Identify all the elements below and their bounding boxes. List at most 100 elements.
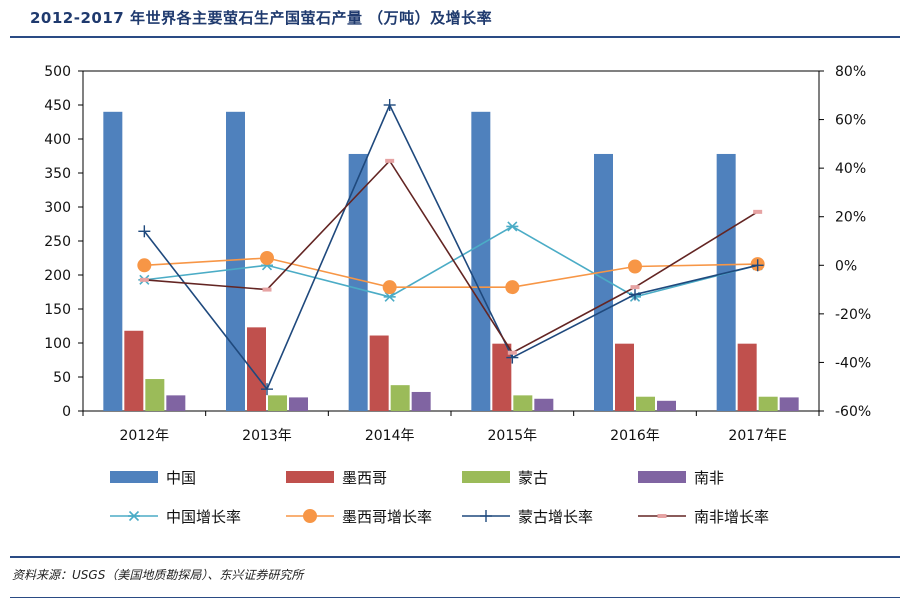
- legend-label: 中国: [166, 469, 196, 487]
- marker: [383, 99, 396, 111]
- right-tick-label: 80%: [835, 64, 866, 80]
- footer-divider: [10, 556, 900, 558]
- series-line: [144, 225, 758, 298]
- bar: [716, 153, 736, 411]
- series-line: [143, 103, 758, 391]
- legend-label: 南非增长率: [694, 508, 769, 526]
- legend-swatch: [286, 471, 334, 483]
- marker: [303, 509, 317, 523]
- category-label: 2014年: [365, 428, 415, 444]
- legend-swatch: [638, 471, 686, 483]
- marker: [506, 221, 519, 232]
- left-tick-label: 400: [44, 132, 71, 148]
- category-label: 2013年: [242, 428, 292, 444]
- bar: [103, 111, 123, 412]
- bar: [348, 153, 368, 411]
- left-tick-label: 200: [44, 268, 71, 284]
- left-tick-label: 500: [44, 64, 71, 80]
- series-line: [144, 257, 758, 288]
- right-tick-label: 60%: [835, 113, 866, 129]
- series-line: [144, 159, 759, 354]
- marker: [657, 514, 667, 518]
- bar: [636, 396, 655, 411]
- bar: [289, 397, 308, 411]
- bar: [268, 395, 287, 411]
- title-divider: [10, 36, 900, 38]
- bar: [369, 335, 389, 411]
- right-tick-label: -40%: [835, 355, 871, 371]
- bar: [737, 343, 757, 411]
- marker: [751, 259, 764, 272]
- bar: [226, 111, 245, 412]
- bar: [166, 395, 186, 411]
- bar: [657, 400, 676, 411]
- marker: [480, 510, 492, 522]
- right-tick-label: 0%: [835, 258, 857, 274]
- category-label: 2017年E: [728, 428, 786, 444]
- bar: [411, 391, 431, 411]
- bar: [390, 385, 410, 411]
- chart: 0 50 100 150 200 250 300 350 400 450 500 -60% -40% -2…: [44, 64, 871, 526]
- plot-frame: [82, 70, 820, 412]
- category-label: 2015年: [488, 428, 538, 444]
- bar: [513, 395, 533, 411]
- bar: [471, 111, 491, 412]
- axes-layer: 0 50 100 150 200 250 300 350 400 450 500 -60% -40% -2…: [44, 64, 871, 444]
- marker: [138, 225, 151, 238]
- right-tick-label: -60%: [835, 404, 871, 420]
- marker: [260, 251, 274, 265]
- right-tick-label: 40%: [835, 161, 866, 177]
- marker: [507, 350, 517, 355]
- legend-label: 南非: [694, 469, 724, 487]
- bars-layer: [103, 111, 799, 412]
- bar: [758, 396, 778, 411]
- marker: [383, 291, 396, 302]
- marker: [128, 510, 140, 522]
- marker: [385, 158, 395, 163]
- category-label: 2016年: [610, 428, 660, 444]
- category-label: 2012年: [120, 428, 170, 444]
- end-divider: [10, 597, 900, 598]
- left-tick-label: 450: [44, 98, 71, 114]
- marker: [629, 288, 641, 301]
- bar: [145, 379, 165, 411]
- legend-swatch: [110, 471, 158, 483]
- bar: [492, 343, 512, 411]
- legend-label: 墨西哥增长率: [342, 508, 432, 526]
- legend-label: 蒙古增长率: [518, 508, 593, 526]
- lines-layer: [137, 99, 765, 396]
- legend-label: 中国增长率: [166, 508, 241, 526]
- bar: [534, 398, 554, 411]
- left-tick-label: 0: [62, 404, 71, 420]
- marker: [628, 259, 642, 274]
- marker: [630, 285, 640, 290]
- marker: [139, 277, 149, 282]
- left-tick-label: 100: [44, 336, 71, 352]
- left-tick-label: 150: [44, 302, 71, 318]
- right-tick-label: -20%: [835, 307, 871, 323]
- marker-stroke: [384, 291, 395, 302]
- chart-title: 2012-2017 年世界各主要萤石生产国萤石产量 （万吨）及增长率: [30, 9, 493, 27]
- bar: [779, 397, 799, 411]
- marker: [753, 209, 763, 214]
- bar: [124, 330, 144, 411]
- marker: [137, 258, 152, 273]
- marker: [382, 280, 397, 295]
- left-tick-label: 350: [44, 166, 71, 182]
- bar: [615, 343, 634, 411]
- left-tick-label: 300: [44, 200, 71, 216]
- bar: [247, 327, 266, 411]
- marker: [505, 280, 520, 295]
- marker: [261, 383, 273, 396]
- legend-label: 蒙古: [518, 469, 548, 487]
- marker-stroke: [507, 221, 518, 232]
- left-tick-label: 50: [53, 370, 71, 386]
- left-tick-label: 250: [44, 234, 71, 250]
- right-tick-label: 20%: [835, 210, 866, 226]
- marker-stroke: [128, 510, 140, 522]
- marker: [262, 287, 272, 292]
- legend-label: 墨西哥: [342, 469, 387, 487]
- legend-swatch: [462, 471, 510, 483]
- bar: [594, 153, 613, 411]
